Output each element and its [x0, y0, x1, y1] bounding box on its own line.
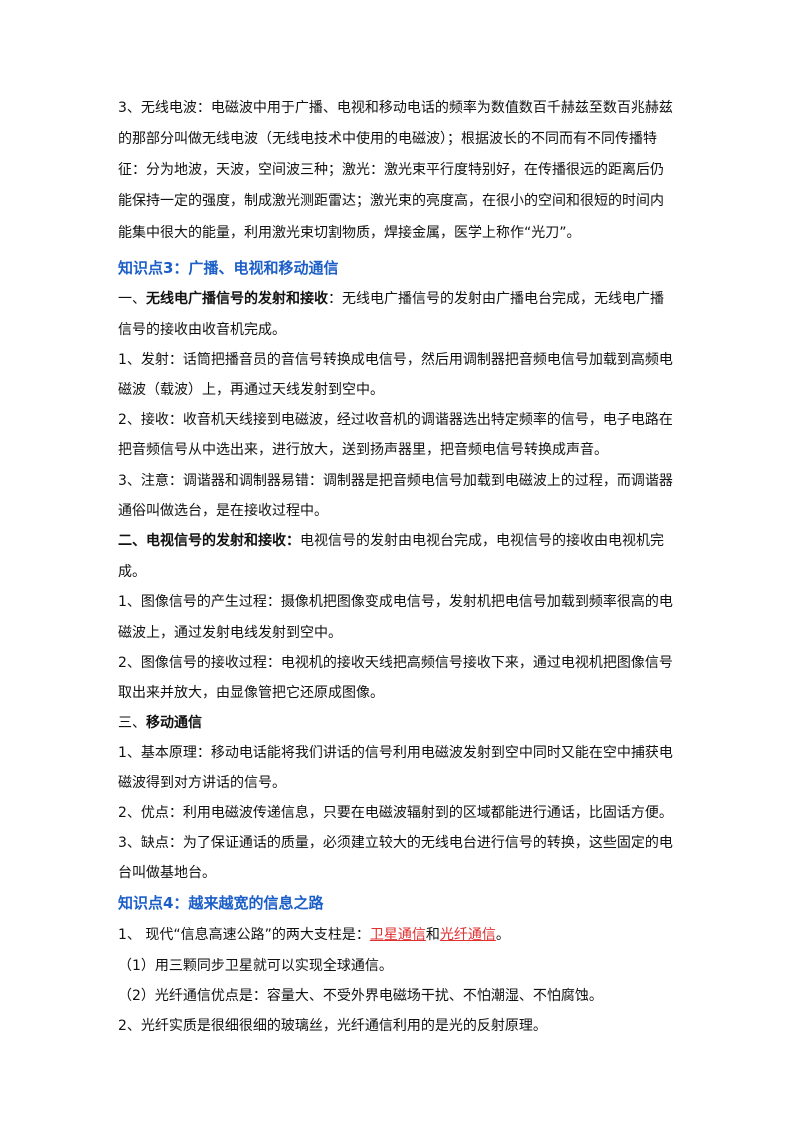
text-segment: 台叫做基地台。: [118, 865, 216, 881]
text-segment: 三、: [118, 715, 146, 731]
text-segment: 。: [495, 927, 510, 943]
text-segment: 磁波得到对方讲话的信号。: [118, 775, 286, 791]
text-segment: 3、缺点：为了保证通话的质量，必须建立较大的无线电台进行信号的转换，这些固定的电: [118, 835, 673, 851]
link-text[interactable]: 光纤通信: [439, 927, 496, 943]
text-line: 2、图像信号的接收过程：电视机的接收天线把高频信号接收下来，通过电视机把图像信号: [118, 653, 673, 673]
link-text[interactable]: 卫星通信: [369, 927, 426, 943]
text-line: 征：分为地波，天波，空间波三种；激光：激光束平行度特别好，在传播很远的距离后仍: [118, 160, 664, 180]
text-line: 把音频信号从中选出来，进行放大，送到扬声器里，把音频电信号转换成声音。: [118, 440, 608, 460]
text-segment: 把音频信号从中选出来，进行放大，送到扬声器里，把音频电信号转换成声音。: [118, 442, 608, 458]
text-line: （2）光纤通信优点是：容量大、不受外界电磁场干扰、不怕潮湿、不怕腐蚀。: [118, 986, 603, 1006]
text-line: 的那部分叫做无线电波（无线电技术中使用的电磁波）；根据波长的不同而有不同传播特: [118, 129, 657, 149]
text-segment: 1、 现代“信息高速公路”的两大支柱是：: [118, 927, 370, 943]
text-line: 3、缺点：为了保证通话的质量，必须建立较大的无线电台进行信号的转换，这些固定的电: [118, 833, 673, 853]
text-line: 台叫做基地台。: [118, 863, 216, 883]
text-line: （1）用三颗同步卫星就可以实现全球通信。: [118, 956, 393, 976]
text-line: 2、接收：收音机天线接到电磁波，经过收音机的调谐器选出特定频率的信号，电子电路在: [118, 410, 673, 430]
text-segment: 成。: [118, 564, 146, 580]
text-line: 1、发射：话筒把播音员的音信号转换成电信号，然后用调制器把音频电信号加载到高频电: [118, 350, 673, 370]
text-segment: 通俗叫做选台，是在接收过程中。: [118, 503, 328, 519]
text-segment: 3、无线电波：电磁波中用于广播、电视和移动电话的频率为数值数百千赫兹至数百兆赫兹: [118, 100, 673, 116]
text-segment: 的那部分叫做无线电波（无线电技术中使用的电磁波）；根据波长的不同而有不同传播特: [118, 131, 657, 147]
section-heading: 知识点4：越来越宽的信息之路: [118, 893, 323, 913]
text-line: 一、无线电广播信号的发射和接收：无线电广播信号的发射由广播电台完成，无线电广播: [118, 289, 664, 309]
text-line: 3、无线电波：电磁波中用于广播、电视和移动电话的频率为数值数百千赫兹至数百兆赫兹: [118, 98, 673, 118]
text-segment: 知识点3：广播、电视和移动通信: [118, 259, 339, 277]
text-line: 二、电视信号的发射和接收：电视信号的发射由电视台完成，电视信号的接收由电视机完: [118, 531, 664, 551]
section-heading: 知识点3：广播、电视和移动通信: [118, 258, 338, 278]
text-line: 通俗叫做选台，是在接收过程中。: [118, 501, 328, 521]
text-segment: 电视信号的发射由电视台完成，电视信号的接收由电视机完: [300, 533, 664, 549]
text-segment: 信号的接收由收音机完成。: [118, 322, 286, 338]
text-segment: 能集中很大的能量，利用激光束切割物质，焊接金属，医学上称作“光刀”。: [118, 225, 581, 241]
text-line: 2、优点：利用电磁波传递信息，只要在电磁波辐射到的区域都能进行通话，比固话方便。: [118, 803, 673, 823]
text-line: 能集中很大的能量，利用激光束切割物质，焊接金属，医学上称作“光刀”。: [118, 223, 581, 243]
text-segment: 1、基本原理：移动电话能将我们讲话的信号利用电磁波发射到空中同时又能在空中捕获电: [118, 745, 673, 761]
text-segment: 和: [425, 927, 440, 943]
text-segment: 2、接收：收音机天线接到电磁波，经过收音机的调谐器选出特定频率的信号，电子电路在: [118, 412, 673, 428]
text-line: 2、光纤实质是很细很细的玻璃丝，光纤通信利用的是光的反射原理。: [118, 1016, 547, 1036]
text-line: 1、 现代“信息高速公路”的两大支柱是：卫星通信和光纤通信。: [118, 925, 510, 945]
text-line: 1、基本原理：移动电话能将我们讲话的信号利用电磁波发射到空中同时又能在空中捕获电: [118, 743, 673, 763]
text-segment: 1、发射：话筒把播音员的音信号转换成电信号，然后用调制器把音频电信号加载到高频电: [118, 352, 673, 368]
text-line: 能保持一定的强度，制成激光测距雷达；激光束的亮度高，在很小的空间和很短的时间内: [118, 191, 664, 211]
text-segment: 1、图像信号的产生过程：摄像机把图像变成电信号，发射机把电信号加载到频率很高的电: [118, 594, 673, 610]
text-line: 1、图像信号的产生过程：摄像机把图像变成电信号，发射机把电信号加载到频率很高的电: [118, 592, 673, 612]
text-line: 取出来并放大，由显像管把它还原成图像。: [118, 683, 384, 703]
text-segment: 知识点4：越来越宽的信息之路: [118, 894, 324, 912]
text-segment: 磁波上，通过发射电线发射到空中。: [118, 625, 342, 641]
text-segment: 磁波（载波）上，再通过天线发射到空中。: [118, 382, 384, 398]
text-segment: 取出来并放大，由显像管把它还原成图像。: [118, 685, 384, 701]
bold-text: 移动通信: [146, 715, 202, 731]
text-segment: 2、优点：利用电磁波传递信息，只要在电磁波辐射到的区域都能进行通话，比固话方便。: [118, 805, 673, 821]
text-line: 三、移动通信: [118, 713, 202, 733]
text-line: 磁波得到对方讲话的信号。: [118, 773, 286, 793]
text-segment: 2、图像信号的接收过程：电视机的接收天线把高频信号接收下来，通过电视机把图像信号: [118, 655, 673, 671]
text-line: 成。: [118, 562, 146, 582]
text-segment: （1）用三颗同步卫星就可以实现全球通信。: [118, 958, 393, 974]
text-segment: 征：分为地波，天波，空间波三种；激光：激光束平行度特别好，在传播很远的距离后仍: [118, 162, 664, 178]
text-segment: 2、光纤实质是很细很细的玻璃丝，光纤通信利用的是光的反射原理。: [118, 1018, 547, 1034]
text-line: 磁波上，通过发射电线发射到空中。: [118, 623, 342, 643]
text-segment: 3、注意：调谐器和调制器易错：调制器是把音频电信号加载到电磁波上的过程，而调谐器: [118, 473, 673, 489]
bold-text: 无线电广播信号的发射和接收: [146, 291, 328, 307]
bold-text: 二、电视信号的发射和接收：: [118, 533, 300, 549]
text-segment: 能保持一定的强度，制成激光测距雷达；激光束的亮度高，在很小的空间和很短的时间内: [118, 193, 664, 209]
text-line: 3、注意：调谐器和调制器易错：调制器是把音频电信号加载到电磁波上的过程，而调谐器: [118, 471, 673, 491]
text-segment: ：无线电广播信号的发射由广播电台完成，无线电广播: [328, 291, 664, 307]
text-line: 信号的接收由收音机完成。: [118, 320, 286, 340]
text-line: 磁波（载波）上，再通过天线发射到空中。: [118, 380, 384, 400]
text-segment: （2）光纤通信优点是：容量大、不受外界电磁场干扰、不怕潮湿、不怕腐蚀。: [118, 988, 603, 1004]
text-segment: 一、: [118, 291, 146, 307]
